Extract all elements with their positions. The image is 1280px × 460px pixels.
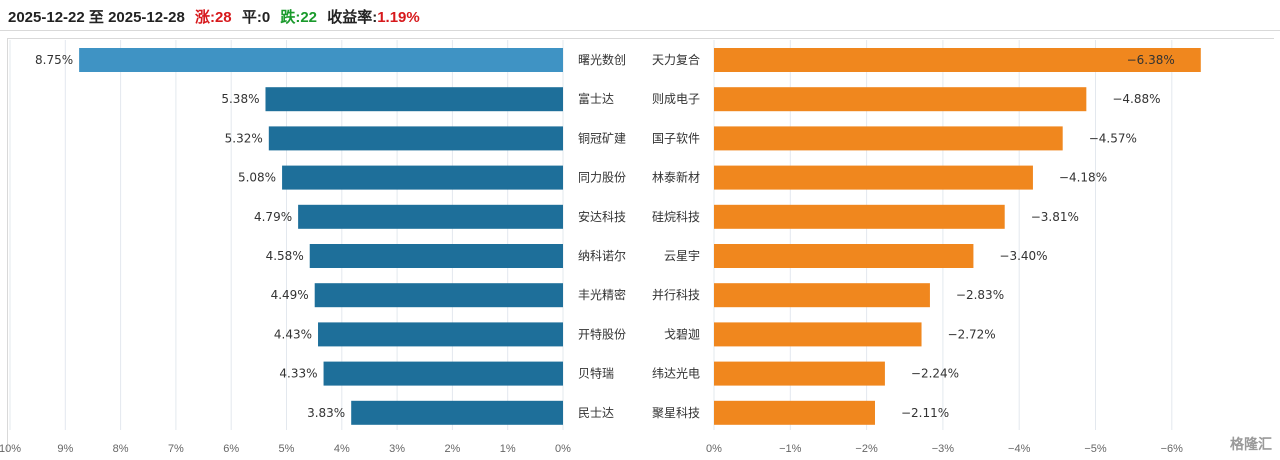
left-tick-label: 1% (500, 443, 516, 455)
right-tick-label: −5% (1084, 443, 1107, 455)
chart-panel (7, 38, 1274, 451)
left-value-label: 3.83% (307, 406, 345, 420)
return-label: 收益率: (327, 9, 378, 26)
left-bar (314, 283, 563, 308)
left-bar (265, 87, 563, 112)
left-tick-label: 0% (555, 443, 571, 455)
right-bar (714, 322, 922, 347)
left-value-label: 4.79% (254, 210, 292, 224)
right-bar (714, 204, 1005, 229)
left-value-label: 4.58% (266, 249, 304, 263)
left-category-label: 纳科诺尔 (578, 248, 626, 263)
left-value-label: 4.43% (274, 327, 312, 341)
left-bar (318, 322, 563, 347)
left-category-label: 开特股份 (578, 326, 626, 341)
right-value-label: −4.57% (1089, 131, 1137, 145)
right-category-label: 并行科技 (652, 288, 700, 302)
right-value-label: −3.40% (999, 249, 1047, 263)
left-bar (298, 204, 563, 229)
right-category-label: 纬达光电 (652, 367, 700, 381)
right-value-label: −2.72% (948, 327, 996, 341)
watermark-logo: 格隆汇 (1230, 436, 1272, 452)
left-bar (351, 400, 563, 425)
left-tick-label: 7% (168, 443, 184, 455)
right-tick-label: −6% (1161, 443, 1184, 455)
left-tick-label: 8% (113, 443, 129, 455)
down-count: 跌:22 (280, 9, 318, 26)
left-category-label: 富士达 (578, 91, 614, 106)
left-tick-label: 5% (279, 443, 295, 455)
left-category-label: 丰光精密 (578, 287, 626, 302)
summary-header: 2025-12-22 至 2025-12-28 涨:28 平:0 跌:22 收益… (0, 0, 1280, 31)
left-category-label: 铜冠矿建 (578, 130, 626, 145)
right-tick-label: −2% (855, 443, 878, 455)
right-value-label: −2.83% (956, 288, 1004, 302)
left-bar (309, 244, 563, 268)
left-tick-label: 9% (57, 443, 73, 455)
right-value-label: −6.38% (1127, 53, 1175, 67)
right-category-label: 则成电子 (652, 92, 700, 106)
right-category-label: 硅烷科技 (652, 210, 700, 224)
left-tick-label: 4% (334, 443, 350, 455)
left-value-label: 4.33% (279, 367, 317, 381)
up-count: 涨:28 (194, 9, 232, 26)
return-value: 1.19% (377, 9, 420, 26)
right-bar (714, 126, 1063, 151)
right-bar (714, 283, 930, 308)
right-tick-label: −1% (779, 443, 802, 455)
left-value-label: 5.08% (238, 171, 276, 185)
right-bar (714, 244, 974, 268)
right-category-label: 聚星科技 (652, 406, 700, 420)
left-bar (323, 361, 563, 386)
left-category-label: 曙光数创 (578, 52, 626, 67)
left-value-label: 4.49% (271, 288, 309, 302)
right-bar (714, 87, 1087, 112)
left-tick-label: 2% (444, 443, 460, 455)
left-tick-label: 3% (389, 443, 405, 455)
left-bar (268, 126, 563, 151)
right-value-label: −4.18% (1059, 171, 1107, 185)
right-bar (714, 361, 885, 386)
left-tick-label: 10% (0, 443, 21, 455)
date-range: 2025-12-22 至 2025-12-28 (8, 9, 185, 26)
left-tick-label: 6% (223, 443, 239, 455)
left-category-label: 同力股份 (578, 171, 626, 185)
right-category-label: 国子软件 (652, 131, 700, 145)
right-tick-label: −3% (932, 443, 955, 455)
right-bar (714, 165, 1033, 190)
right-value-label: −3.81% (1031, 210, 1079, 224)
left-category-label: 贝特瑞 (578, 366, 614, 381)
right-category-label: 云星宇 (664, 249, 700, 263)
right-bar (714, 48, 1201, 72)
left-bar (79, 48, 563, 72)
right-tick-label: 0% (706, 443, 722, 455)
right-category-label: 林泰新材 (652, 170, 700, 185)
right-category-label: 戈碧迦 (664, 327, 700, 341)
right-tick-label: −4% (1008, 443, 1031, 455)
right-category-label: 天力复合 (652, 52, 700, 67)
left-value-label: 5.38% (221, 92, 259, 106)
left-category-label: 民士达 (578, 406, 614, 420)
right-bar (714, 400, 875, 425)
left-value-label: 8.75% (35, 53, 73, 67)
left-category-label: 安达科技 (578, 209, 626, 224)
left-bar (282, 165, 563, 190)
flat-count: 平:0 (241, 9, 271, 26)
right-value-label: −2.11% (901, 406, 949, 420)
left-value-label: 5.32% (225, 131, 263, 145)
right-value-label: −4.88% (1112, 92, 1160, 106)
right-value-label: −2.24% (911, 367, 959, 381)
